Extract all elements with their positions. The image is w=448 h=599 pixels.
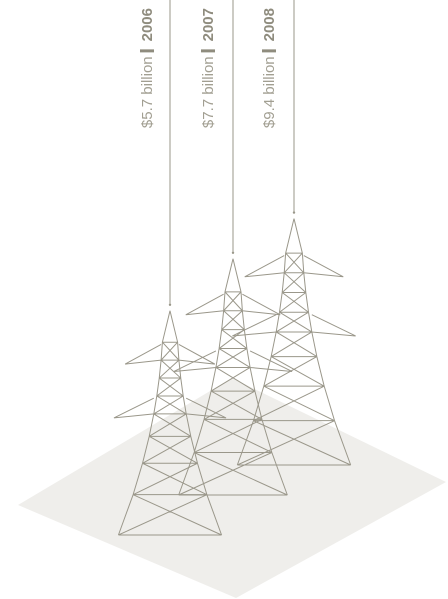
label: 2008 $9.4 billion	[261, 8, 278, 128]
leader-dot	[292, 211, 296, 214]
year-label: 2006	[139, 8, 156, 41]
separator	[201, 49, 215, 53]
separator	[140, 49, 154, 53]
leader-dot	[231, 251, 235, 254]
tower	[113, 310, 227, 536]
value-label: $9.4 billion	[261, 56, 278, 128]
label: 2006 $5.7 billion	[139, 8, 156, 128]
value-label: $5.7 billion	[139, 56, 156, 128]
tower	[173, 258, 293, 496]
year-label: 2008	[261, 8, 278, 41]
value-label: $7.7 billion	[200, 56, 217, 128]
leader-dot	[168, 303, 172, 306]
ground	[18, 378, 446, 598]
tower	[232, 218, 356, 466]
separator	[262, 49, 276, 53]
year-label: 2007	[200, 8, 217, 41]
label: 2007 $7.7 billion	[200, 8, 217, 128]
